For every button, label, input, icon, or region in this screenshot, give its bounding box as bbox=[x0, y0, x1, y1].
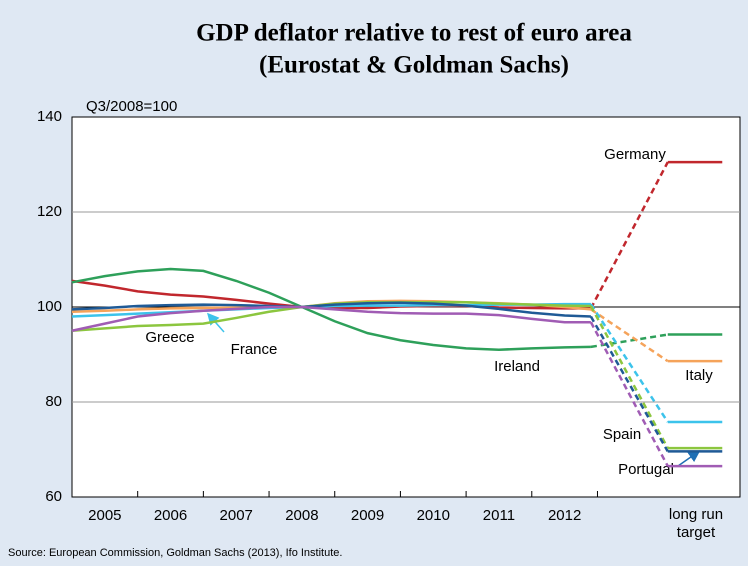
series-line bbox=[71, 301, 591, 318]
x-tick-label: 2012 bbox=[548, 507, 581, 524]
x-tick-label: long run target bbox=[668, 506, 724, 541]
x-tick-label: 2010 bbox=[417, 507, 450, 524]
annotation-arrow bbox=[207, 312, 225, 333]
chart-subtitle: (Eurostat & Goldman Sachs) bbox=[259, 52, 569, 79]
projection-line bbox=[589, 305, 669, 449]
series-label: Greece bbox=[145, 329, 194, 346]
projection-line bbox=[590, 308, 669, 363]
x-tick-label: 2005 bbox=[88, 507, 121, 524]
series-line bbox=[71, 279, 591, 310]
projection-line bbox=[589, 315, 669, 453]
projection-line bbox=[589, 303, 669, 423]
source: Source: European Commission, Goldman Sac… bbox=[8, 547, 342, 559]
y-tick-label: 100 bbox=[37, 298, 62, 315]
y-tick-label: 140 bbox=[37, 108, 62, 125]
x-tick-label: 2007 bbox=[220, 507, 253, 524]
y-tick-label: 60 bbox=[45, 488, 62, 505]
annotation-arrow bbox=[677, 450, 701, 467]
series-line bbox=[71, 305, 591, 332]
y-tick-label: 120 bbox=[37, 203, 62, 220]
x-tick-label: 2006 bbox=[154, 507, 187, 524]
x-tick-label: 2011 bbox=[483, 507, 515, 524]
series-line bbox=[71, 267, 591, 352]
projection-line bbox=[589, 321, 669, 467]
series-label: France bbox=[231, 341, 278, 358]
x-tick-label: 2008 bbox=[285, 507, 318, 524]
series-label: Portugal bbox=[618, 461, 674, 478]
y-axis-label: Q3/2008=100 bbox=[86, 98, 177, 115]
projection-line bbox=[590, 333, 668, 349]
projection-line bbox=[589, 161, 669, 310]
series-label: Italy bbox=[685, 367, 713, 384]
chart-title: GDP deflator relative to rest of euro ar… bbox=[196, 20, 632, 47]
x-tick-label: 2009 bbox=[351, 507, 384, 524]
series-label: Spain bbox=[603, 426, 641, 443]
series-label: Germany bbox=[604, 146, 666, 163]
series-label: Ireland bbox=[494, 358, 540, 375]
y-tick-label: 80 bbox=[45, 393, 62, 410]
